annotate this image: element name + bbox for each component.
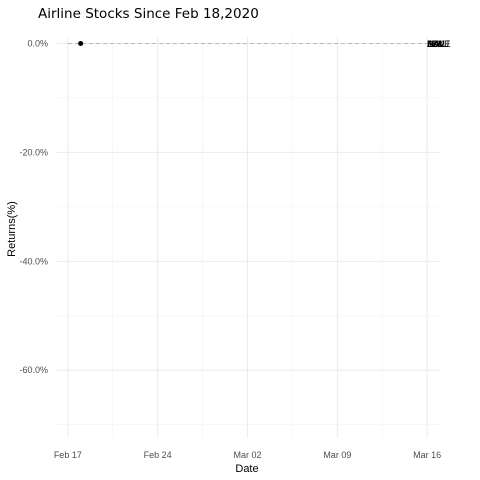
x-axis-title: Date: [235, 463, 258, 475]
series-end-label: DAL: [427, 39, 445, 49]
x-tick-label: Feb 24: [144, 450, 172, 460]
x-tick-label: Mar 09: [323, 450, 351, 460]
series-end-label: AAL: [427, 39, 444, 49]
y-axis-title: Returns(%): [6, 201, 18, 257]
x-axis-ticks: Feb 17 Feb 24 Mar 02 Mar 09 Mar 16: [54, 450, 441, 460]
series-end-label: LUV: [427, 39, 445, 49]
y-tick-label: -40.0%: [19, 256, 48, 266]
series-end-label: SAVE: [427, 39, 450, 49]
series-end-label: JBLU: [427, 39, 449, 49]
x-tick-label: Mar 16: [413, 450, 441, 460]
y-tick-label: -60.0%: [19, 365, 48, 375]
y-axis-ticks: 0.0% -20.0% -40.0% -60.0%: [19, 39, 48, 376]
y-tick-label: 0.0%: [27, 39, 48, 49]
series-end-label: ALK: [427, 39, 444, 49]
chart-title: Airline Stocks Since Feb 18,2020: [38, 6, 259, 22]
major-gridlines: [55, 37, 440, 438]
series-end-label: UAL: [427, 39, 445, 49]
y-tick-label: -20.0%: [19, 147, 48, 157]
start-point: [78, 41, 84, 47]
x-tick-label: Mar 02: [233, 450, 261, 460]
x-tick-label: Feb 17: [54, 450, 82, 460]
